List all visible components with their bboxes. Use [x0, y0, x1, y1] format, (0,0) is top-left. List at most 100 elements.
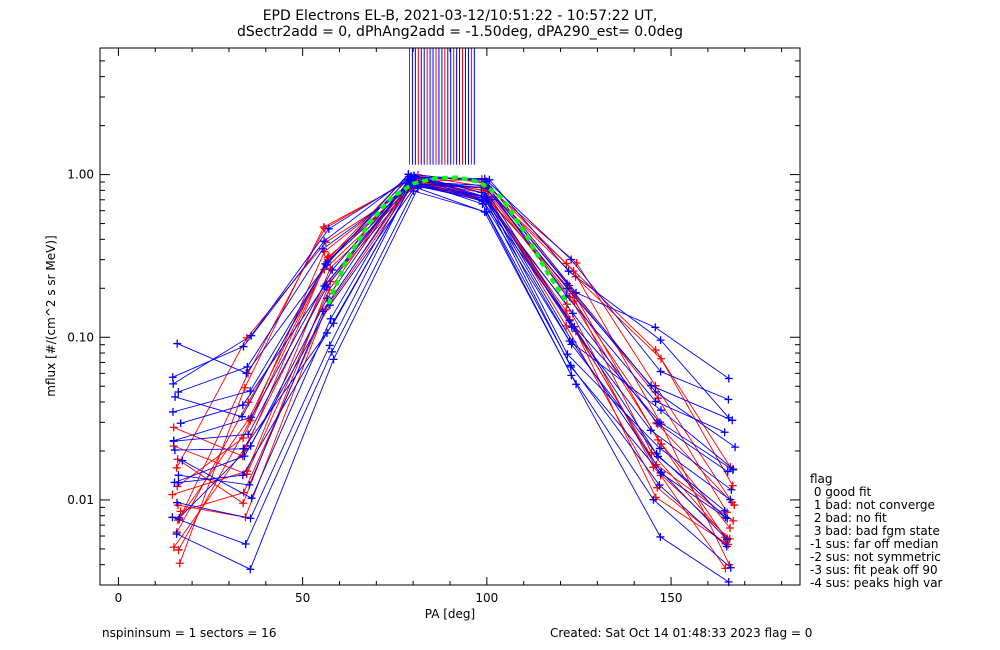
legend-item: -2 sus: not symmetric — [810, 550, 941, 564]
data-point-blue — [407, 172, 416, 181]
data-point-red — [562, 259, 571, 268]
series-line-blue — [176, 187, 729, 583]
data-point-red — [176, 507, 185, 516]
data-point-red — [728, 481, 737, 490]
data-point-red — [173, 455, 182, 464]
y-tick-label: 0.10 — [67, 330, 94, 344]
legend-item: 2 bad: no fit — [810, 511, 887, 525]
data-point-blue — [724, 395, 733, 404]
data-point-blue — [651, 387, 660, 396]
data-point-red — [169, 543, 178, 552]
data-point-blue — [240, 452, 249, 461]
series-layer — [168, 170, 740, 586]
data-point-blue — [720, 428, 729, 437]
series-line-blue — [172, 179, 725, 433]
data-point-blue — [328, 265, 337, 274]
series-line-blue — [178, 183, 726, 518]
data-point-blue — [566, 361, 575, 370]
data-point-red — [319, 223, 328, 232]
series-line-blue — [182, 184, 728, 540]
data-point-red — [175, 559, 184, 568]
footer-right-text: Created: Sat Oct 14 01:48:33 2023 flag =… — [550, 626, 813, 640]
data-point-blue — [568, 309, 577, 318]
data-point-blue — [728, 416, 737, 425]
data-point-blue — [246, 565, 255, 574]
data-point-blue — [327, 347, 336, 356]
x-tick-label: 0 — [115, 591, 123, 605]
data-point-blue — [655, 418, 664, 427]
data-point-blue — [656, 367, 665, 376]
data-point-blue — [721, 513, 730, 522]
data-point-blue — [728, 465, 737, 474]
data-point-blue — [168, 407, 177, 416]
data-point-red — [729, 516, 738, 525]
series-line-red — [177, 178, 735, 521]
data-point-blue — [247, 494, 256, 503]
y-tick-label: 0.01 — [67, 493, 94, 507]
y-tick-label: 1.00 — [67, 168, 94, 182]
data-point-red — [172, 463, 181, 472]
series-line-red — [180, 181, 729, 545]
data-point-blue — [172, 529, 181, 538]
data-point-blue — [478, 197, 487, 206]
data-point-blue — [322, 282, 331, 291]
data-point-blue — [247, 413, 256, 422]
data-point-blue — [318, 244, 327, 253]
data-point-red — [652, 418, 661, 427]
series-line-blue — [172, 176, 729, 400]
data-point-blue — [567, 255, 576, 264]
data-point-blue — [175, 513, 184, 522]
data-point-blue — [246, 386, 255, 395]
data-point-red — [651, 346, 660, 355]
data-point-blue — [649, 495, 658, 504]
data-point-blue — [237, 412, 246, 421]
data-point-blue — [238, 471, 247, 480]
data-point-blue — [723, 467, 732, 476]
series-line-blue — [180, 175, 734, 470]
legend-item: -4 sus: peaks high var — [810, 576, 943, 590]
x-axis-label: PA [deg] — [425, 607, 475, 621]
axis-layer: 0 50 100 150 0.01 0.10 1.00 — [67, 47, 800, 605]
data-point-blue — [565, 316, 574, 325]
data-point-blue — [243, 362, 252, 371]
data-point-red — [240, 383, 249, 392]
peak-marker-layer — [408, 48, 475, 165]
data-point-blue — [245, 480, 254, 489]
data-point-blue — [239, 342, 248, 351]
data-point-blue — [722, 542, 731, 551]
data-point-blue — [480, 174, 489, 183]
fit-curve — [326, 175, 570, 306]
legend-item: 0 good fit — [810, 485, 872, 499]
data-point-blue — [168, 513, 177, 522]
data-point-red — [654, 435, 663, 444]
data-point-blue — [176, 419, 185, 428]
data-point-blue — [172, 498, 181, 507]
data-point-blue — [723, 514, 732, 523]
y-axis-label: mflux [#/(cm^2 s sr MeV)] — [44, 235, 58, 396]
series-line-red — [173, 178, 726, 569]
data-point-blue — [656, 336, 665, 345]
data-point-blue — [726, 563, 735, 572]
series-line-red — [177, 180, 726, 545]
data-point-blue — [727, 485, 736, 494]
data-point-blue — [413, 184, 422, 193]
data-point-blue — [169, 437, 178, 446]
x-tick-label: 50 — [295, 591, 310, 605]
data-point-blue — [724, 374, 733, 383]
data-point-blue — [646, 426, 655, 435]
data-point-blue — [173, 339, 182, 348]
data-point-blue — [174, 471, 183, 480]
data-point-blue — [321, 259, 330, 268]
data-point-blue — [326, 314, 335, 323]
data-point-blue — [329, 319, 338, 328]
series-line-blue — [173, 174, 729, 472]
data-point-blue — [170, 446, 179, 455]
data-point-red — [168, 490, 177, 499]
flag-legend: flag 0 good fit 1 bad: not converge 2 ba… — [810, 473, 942, 590]
data-point-blue — [720, 506, 729, 515]
legend-item: 1 bad: not converge — [810, 498, 935, 512]
data-point-blue — [171, 392, 180, 401]
series-line-red — [179, 181, 731, 564]
legend-item: -3 sus: fit peak off 90 — [810, 563, 938, 577]
